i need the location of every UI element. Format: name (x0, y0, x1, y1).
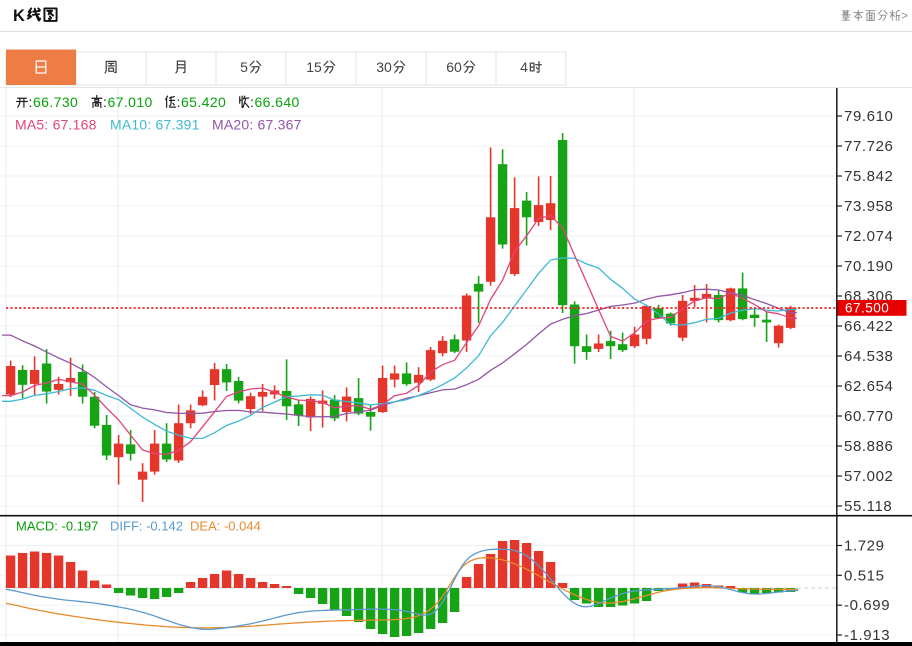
svg-text:57.002: 57.002 (844, 468, 893, 485)
svg-text:72.074: 72.074 (844, 228, 893, 245)
svg-text:MA20: 67.367: MA20: 67.367 (212, 117, 302, 133)
svg-text:77.726: 77.726 (844, 138, 893, 155)
svg-text:66.640: 66.640 (255, 94, 300, 110)
svg-text:0.515: 0.515 (844, 567, 885, 584)
svg-text:5: 5 (240, 59, 248, 75)
svg-text:-0.699: -0.699 (844, 597, 890, 614)
svg-text:DEA: -0.044: DEA: -0.044 (190, 519, 261, 534)
svg-text:MA10: 67.391: MA10: 67.391 (110, 117, 200, 133)
svg-text:DIFF: -0.142: DIFF: -0.142 (110, 519, 183, 534)
svg-text::: : (250, 94, 254, 110)
svg-text:66.422: 66.422 (844, 318, 893, 335)
svg-text:MACD: -0.197: MACD: -0.197 (16, 519, 98, 534)
svg-text:62.654: 62.654 (844, 378, 893, 395)
svg-text:64.538: 64.538 (844, 348, 893, 365)
svg-text:75.842: 75.842 (844, 168, 893, 185)
svg-text:67.010: 67.010 (108, 94, 153, 110)
svg-text:55.118: 55.118 (844, 498, 892, 515)
svg-text:70.190: 70.190 (844, 258, 893, 275)
svg-text:MA5: 67.168: MA5: 67.168 (15, 117, 97, 133)
svg-text:60: 60 (446, 59, 462, 75)
svg-text:-1.913: -1.913 (844, 627, 890, 644)
svg-text:1.729: 1.729 (844, 538, 885, 555)
svg-text:58.886: 58.886 (844, 438, 893, 455)
svg-text:4: 4 (520, 59, 528, 75)
svg-text::: : (103, 94, 107, 110)
svg-text::: : (29, 94, 33, 110)
svg-text:66.730: 66.730 (33, 94, 78, 110)
svg-text:K: K (13, 7, 25, 25)
svg-text:30: 30 (376, 59, 392, 75)
svg-text:73.958: 73.958 (844, 198, 893, 215)
svg-text:15: 15 (306, 59, 322, 75)
svg-text:60.770: 60.770 (844, 408, 893, 425)
svg-text::: : (177, 94, 181, 110)
svg-text:65.420: 65.420 (181, 94, 226, 110)
svg-text:79.610: 79.610 (844, 108, 893, 125)
svg-text:67.500: 67.500 (845, 301, 889, 316)
svg-text:>: > (901, 9, 908, 23)
